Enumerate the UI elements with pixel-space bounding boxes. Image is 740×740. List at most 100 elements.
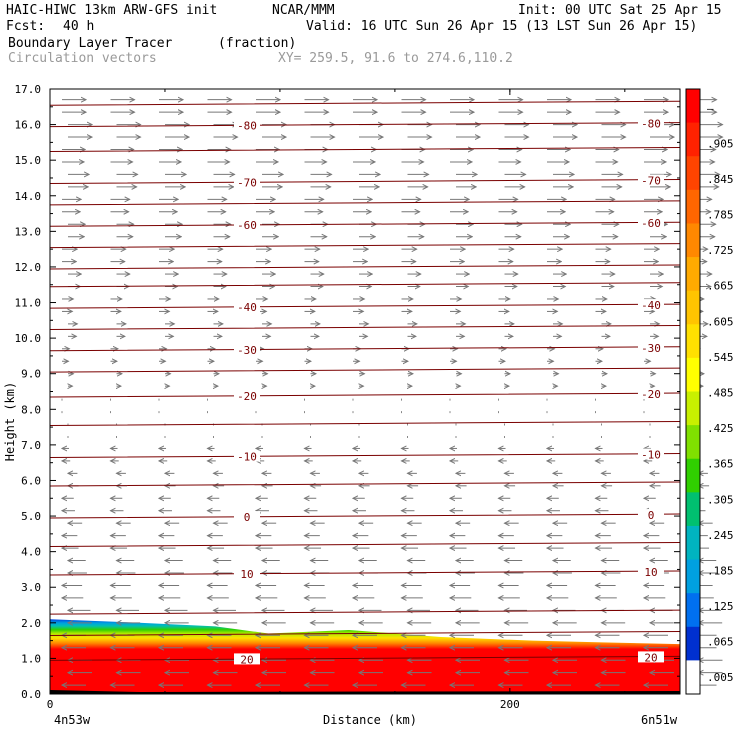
y-tick-label: 6.0 — [21, 474, 41, 487]
colorbar-swatch — [686, 122, 700, 157]
contour-label: 10 — [644, 566, 657, 579]
contour-line — [49, 421, 681, 427]
contour-label: 0 — [244, 511, 251, 524]
contour-line — [49, 367, 681, 373]
colorbar-label: .605 — [707, 315, 734, 328]
contour-line — [49, 570, 681, 576]
colorbar-swatch — [686, 660, 700, 695]
contour-label: -60 — [237, 219, 257, 232]
contour-label: -60 — [641, 217, 661, 230]
y-tick-label: 17.0 — [15, 83, 42, 96]
contour-line — [49, 631, 681, 636]
contour-label-bg — [234, 450, 260, 462]
colorbar-swatch — [686, 223, 700, 258]
model-title: HAIC-HIWC 13km ARW-GFS init — [6, 3, 218, 18]
contour-label: -10 — [641, 449, 661, 462]
contour-line — [49, 122, 681, 128]
contour-line — [49, 282, 681, 288]
colorbar-swatch — [686, 189, 700, 224]
colorbar-frame — [685, 88, 701, 695]
x-end-label-right: 6n51w — [641, 713, 678, 727]
contour-label-bg — [234, 219, 260, 231]
colorbar-swatch — [686, 290, 700, 325]
y-axis-title: Height (km) — [3, 382, 17, 461]
colorbar-label: .845 — [707, 173, 734, 186]
contour-line — [49, 100, 681, 106]
init-time: Init: 00 UTC Sat 25 Apr 15 — [518, 3, 722, 18]
field-units: (fraction) — [218, 36, 297, 51]
y-tick-label: 14.0 — [15, 190, 42, 203]
y-tick-label: 9.0 — [21, 368, 41, 381]
contour-label-bg — [638, 388, 664, 400]
y-tick-label: 4.0 — [21, 546, 41, 559]
x-axis-title: Distance (km) — [323, 713, 417, 727]
contour-label: -80 — [641, 118, 661, 131]
contour-label: -80 — [237, 120, 257, 133]
contour-label-bg — [638, 299, 664, 311]
temperature-contours — [49, 100, 681, 665]
y-tick-label: 8.0 — [21, 403, 41, 416]
xy-range: XY= 259.5, 91.6 to 274.6,110.2 — [278, 51, 513, 66]
vectors-label: Circulation vectors — [8, 51, 157, 66]
contour-line — [49, 147, 681, 152]
contour-line — [49, 346, 681, 352]
colorbar-swatch — [686, 525, 700, 561]
y-tick-label: 0.0 — [21, 688, 41, 701]
contour-label-bg — [234, 511, 260, 523]
contour-line — [49, 609, 681, 615]
colorbar-swatch — [686, 257, 700, 292]
colorbar-label: .005 — [707, 671, 734, 684]
contour-label-bg — [234, 653, 260, 665]
contour-line — [49, 542, 681, 548]
colorbar-swatch — [686, 156, 700, 191]
contour-label-bg — [638, 117, 664, 129]
contour-label: 0 — [648, 509, 655, 522]
contour-label-bg — [234, 119, 260, 131]
colorbar-label: .485 — [707, 387, 734, 400]
contour-label: -30 — [237, 344, 257, 357]
contour-line — [49, 481, 681, 487]
colorbar-label: .425 — [707, 422, 734, 435]
contour-label: -70 — [237, 177, 257, 190]
contour-label-bg — [638, 509, 664, 521]
colorbar-swatch — [686, 391, 700, 426]
colorbar-label: .785 — [707, 209, 734, 222]
x-tick-label: 0 — [47, 698, 54, 711]
y-tick-label: 13.0 — [15, 225, 42, 238]
y-tick-label: 10.0 — [15, 332, 42, 345]
colorbar-label: .185 — [707, 564, 734, 577]
contour-line — [49, 513, 681, 519]
contour-line — [49, 655, 681, 661]
contour-label-bg — [234, 343, 260, 355]
terrain — [50, 690, 680, 694]
field-name: Boundary Layer Tracer — [8, 36, 173, 51]
colorbar-swatch — [686, 425, 700, 460]
contour-label-bg — [234, 301, 260, 313]
y-tick-label: 11.0 — [15, 297, 42, 310]
contour-label-bg — [638, 341, 664, 353]
colorbar-swatch — [686, 559, 700, 594]
colorbar-label: .065 — [707, 636, 734, 649]
x-end-label-left: 4n53w — [54, 713, 91, 727]
contour-line — [49, 324, 681, 330]
y-tick-label: 12.0 — [15, 261, 42, 274]
x-tick-label: 200 — [500, 698, 520, 711]
valid-time: Valid: 16 UTC Sun 26 Apr 15 (13 LST Sun … — [306, 19, 698, 34]
y-tick-label: 2.0 — [21, 617, 41, 630]
org-label: NCAR/MMM — [272, 3, 335, 18]
y-tick-label: 7.0 — [21, 439, 41, 452]
colorbar-label: .665 — [707, 280, 734, 293]
contour-label-bg — [234, 568, 260, 579]
colorbar-label: .725 — [707, 244, 734, 257]
contour-line — [49, 243, 681, 249]
contour-line — [49, 179, 681, 185]
contour-label: -20 — [237, 390, 257, 403]
contour-label-bg — [638, 651, 664, 663]
contour-label: -10 — [237, 451, 257, 464]
colorbar-label: .365 — [707, 458, 734, 471]
colorbar-swatch — [686, 357, 700, 392]
colorbar-swatch — [686, 324, 700, 359]
colorbar-swatch — [686, 593, 700, 628]
colorbar-swatch — [686, 458, 700, 493]
